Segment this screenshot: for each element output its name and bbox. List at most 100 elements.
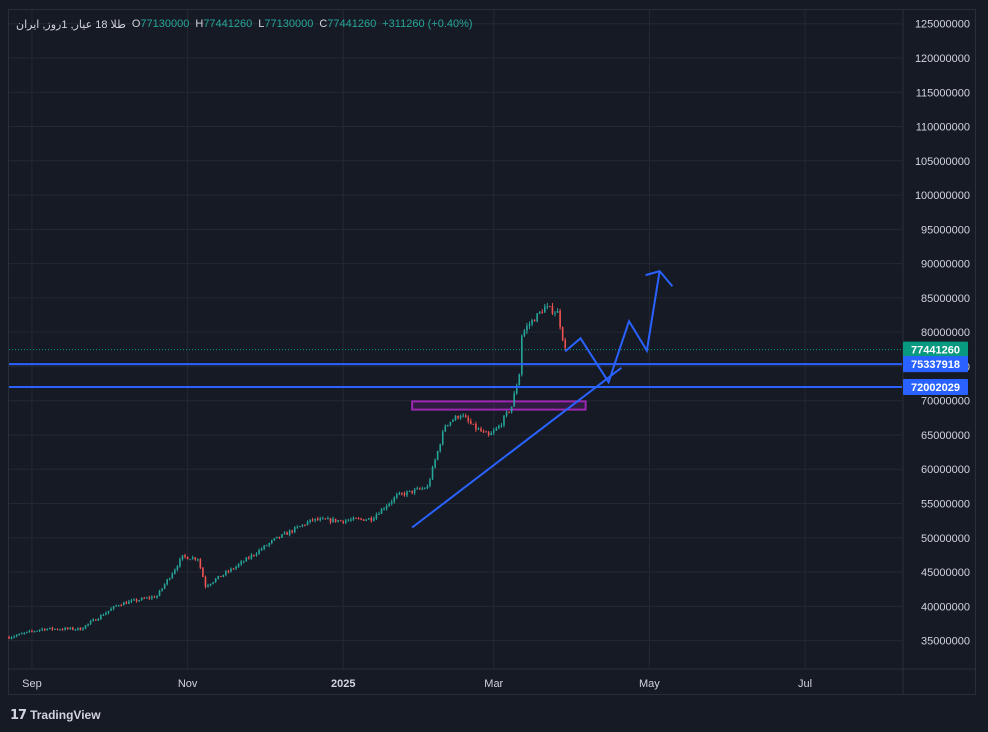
candle-body xyxy=(209,583,212,586)
price-tick-label: 110000000 xyxy=(916,122,970,134)
candle-body xyxy=(528,324,531,326)
candle-body xyxy=(276,536,278,539)
open-key: O xyxy=(131,18,141,30)
time-tick-label: 2025 xyxy=(331,678,355,690)
candle-body xyxy=(105,612,107,615)
projection-arrowhead xyxy=(645,270,674,287)
price-tick-label: 100000000 xyxy=(915,190,970,202)
candle-body xyxy=(278,536,281,538)
candle-body xyxy=(94,619,97,621)
brand[interactable]: 𝟭𝟳 TradingView xyxy=(10,706,101,724)
candle-body xyxy=(212,582,214,584)
candle-body xyxy=(541,311,544,313)
candle-body xyxy=(309,519,311,523)
candle-body xyxy=(439,444,441,452)
drawings[interactable] xyxy=(9,270,902,529)
candle-body xyxy=(253,554,255,556)
candle-body xyxy=(15,635,18,637)
candle-body xyxy=(156,596,158,598)
low-value: 77130000 xyxy=(264,18,314,30)
low-key: L xyxy=(258,18,265,30)
candle-body xyxy=(176,566,179,570)
price-tick-label: 125000000 xyxy=(915,19,970,31)
candle-body xyxy=(487,432,490,436)
candle-body xyxy=(265,545,268,547)
candle-body xyxy=(464,415,467,418)
candle-body xyxy=(436,451,439,460)
candle-body xyxy=(171,573,174,579)
candle-body xyxy=(424,488,426,490)
candle-body xyxy=(8,637,10,639)
candle-body xyxy=(500,425,503,427)
candle-body xyxy=(235,566,237,569)
candle-body xyxy=(158,590,161,597)
candle-body xyxy=(117,605,120,607)
candle-body xyxy=(505,411,508,416)
candle-body xyxy=(181,555,184,560)
candle-body xyxy=(480,428,482,432)
candle-body xyxy=(184,555,186,557)
price-tick-label: 90000000 xyxy=(921,259,970,271)
candle-body xyxy=(250,554,253,559)
candle-body xyxy=(431,467,434,480)
candle-body xyxy=(92,619,94,622)
candle-body xyxy=(258,549,260,554)
candle-body xyxy=(408,490,411,492)
candle-body xyxy=(107,610,110,613)
price-labels: 77441260 75337918 72002029 xyxy=(903,341,968,395)
candle-body xyxy=(207,585,209,587)
candle-body xyxy=(28,630,31,632)
candle-body xyxy=(485,431,487,433)
candle-body xyxy=(533,320,536,322)
candle-body xyxy=(327,518,329,520)
candle-body xyxy=(64,627,66,630)
price-axis[interactable]: 35000000 40000000 45000000 50000000 55000000… xyxy=(915,19,970,648)
candle-body xyxy=(299,526,301,528)
candle-body xyxy=(498,426,500,429)
candle-body xyxy=(115,605,117,607)
candle-body xyxy=(214,578,217,583)
candle-body xyxy=(31,630,33,632)
time-axis[interactable]: Sep Nov 2025 Mar May Jul xyxy=(22,678,812,690)
candle-body xyxy=(237,564,240,567)
high-key: H xyxy=(195,18,204,30)
candle-body xyxy=(375,514,378,519)
candle-body xyxy=(26,631,28,633)
candle-body xyxy=(77,627,79,630)
candle-body xyxy=(84,625,87,629)
line-price-label: 72002029 xyxy=(911,382,960,394)
last-price-label: 77441260 xyxy=(911,345,960,357)
candle-body xyxy=(470,421,472,424)
candle-body xyxy=(82,628,84,631)
candle-body xyxy=(168,578,171,580)
brand-name: TradingView xyxy=(30,708,101,722)
candles xyxy=(8,302,567,640)
candle-body xyxy=(46,628,49,631)
candle-body xyxy=(355,517,357,519)
price-tick-label: 105000000 xyxy=(915,156,970,168)
candle-body xyxy=(18,633,21,636)
candle-body xyxy=(441,431,444,445)
time-tick-label: May xyxy=(639,678,660,690)
candle-body xyxy=(362,519,365,521)
candle-body xyxy=(411,490,413,493)
candle-body xyxy=(503,415,505,426)
consolidation-zone[interactable] xyxy=(411,400,587,411)
price-tick-label: 95000000 xyxy=(921,224,970,236)
candle-body xyxy=(145,597,148,599)
candle-body xyxy=(268,543,271,546)
candle-body xyxy=(41,628,43,630)
candle-body xyxy=(166,579,168,585)
candle-body xyxy=(217,575,220,579)
candle-body xyxy=(508,411,510,413)
candle-body xyxy=(416,488,419,490)
candle-body xyxy=(194,557,197,560)
candle-body xyxy=(161,588,163,591)
close-key: C xyxy=(319,18,328,30)
candle-body xyxy=(518,374,521,386)
candle-body xyxy=(102,614,105,616)
price-tick-label: 85000000 xyxy=(921,293,970,305)
price-tick-label: 65000000 xyxy=(921,430,970,442)
candle-body xyxy=(248,557,250,559)
